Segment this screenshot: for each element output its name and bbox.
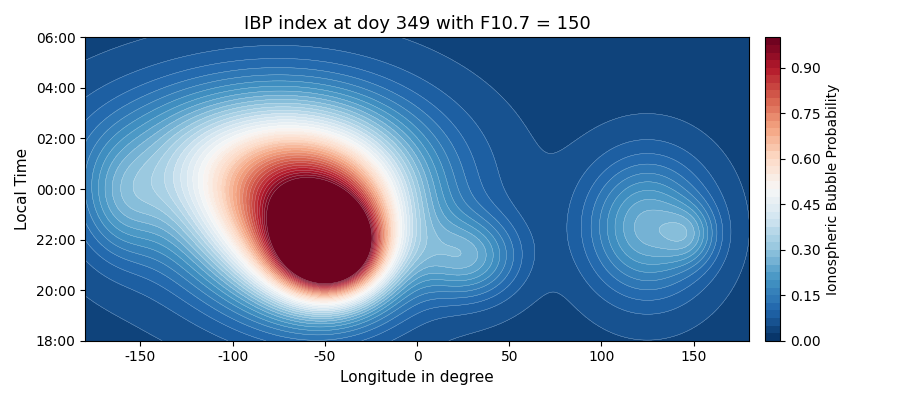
X-axis label: Longitude in degree: Longitude in degree	[340, 370, 494, 385]
Y-axis label: Local Time: Local Time	[15, 148, 30, 230]
Y-axis label: Ionospheric Bubble Probability: Ionospheric Bubble Probability	[826, 83, 841, 295]
Title: IBP index at doy 349 with F10.7 = 150: IBP index at doy 349 with F10.7 = 150	[244, 15, 590, 33]
